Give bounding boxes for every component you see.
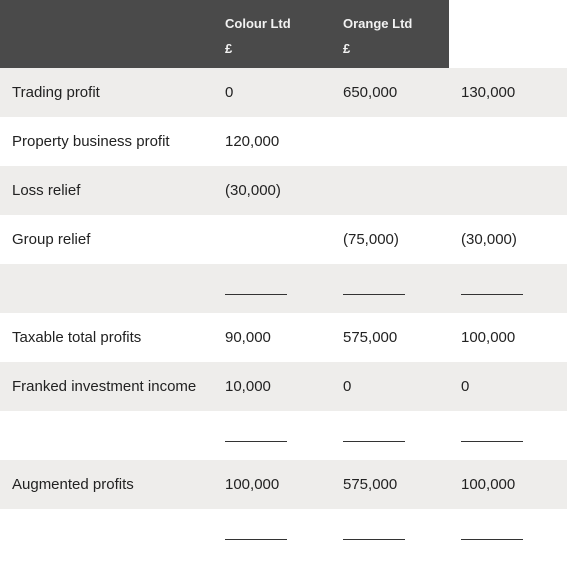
underline [225, 441, 287, 442]
row: Property business profit 120,000 [0, 117, 567, 166]
underline [343, 441, 405, 442]
cell: 100,000 [461, 329, 516, 346]
header-cell [0, 0, 213, 68]
label: Trading profit [0, 68, 213, 117]
label: Franked investment income [0, 362, 213, 411]
cell [213, 509, 331, 558]
row: Loss relief (30,000) [0, 166, 567, 215]
column-name: Colour Ltd [225, 16, 291, 31]
cell: 120,000 [225, 133, 280, 150]
cell [449, 166, 567, 215]
cell: 0 [213, 68, 331, 117]
rule-row [0, 411, 567, 460]
cell [449, 264, 567, 313]
header-cell: Orange Ltd £ [331, 0, 449, 68]
cell: 0 [331, 362, 449, 411]
cell [213, 264, 331, 313]
cell: (30,000) [461, 231, 517, 248]
cell: (75,000) [343, 231, 399, 248]
cell: 100,000 [449, 460, 567, 509]
cell [331, 411, 449, 460]
cell: 90,000 [225, 329, 271, 346]
row: Group relief (75,000) (30,000) [0, 215, 567, 264]
underline [461, 441, 523, 442]
cell [331, 117, 449, 166]
cell [0, 509, 213, 558]
cell [449, 117, 567, 166]
cell: 575,000 [331, 460, 449, 509]
underline [225, 539, 287, 540]
column-unit: £ [225, 41, 233, 56]
cell: 0 [449, 362, 567, 411]
header-row: Colour Ltd £ Orange Ltd £ [0, 0, 567, 68]
cell [449, 411, 567, 460]
cell: 650,000 [331, 68, 449, 117]
column-name: Orange Ltd [343, 16, 413, 31]
underline [343, 294, 405, 295]
cell [331, 264, 449, 313]
cell: 100,000 [213, 460, 331, 509]
header-cell: Colour Ltd £ [213, 0, 331, 68]
rule-row [0, 264, 567, 313]
cell: 10,000 [213, 362, 331, 411]
underline [343, 539, 405, 540]
cell [331, 166, 449, 215]
label: Group relief [12, 231, 91, 248]
label: Augmented profits [0, 460, 213, 509]
cell: (30,000) [213, 166, 331, 215]
cell [213, 411, 331, 460]
cell [0, 264, 213, 313]
column-unit: £ [343, 41, 351, 56]
cell [449, 509, 567, 558]
label: Loss relief [0, 166, 213, 215]
header-cell [449, 0, 567, 68]
rule-row [0, 509, 567, 558]
row: Franked investment income 10,000 0 0 [0, 362, 567, 411]
row: Taxable total profits 90,000 575,000 100… [0, 313, 567, 362]
underline [461, 539, 523, 540]
cell [213, 215, 331, 264]
underline [225, 294, 287, 295]
cell: 575,000 [343, 329, 398, 346]
label: Property business profit [12, 133, 170, 150]
cell [0, 411, 213, 460]
row: Augmented profits 100,000 575,000 100,00… [0, 460, 567, 509]
label: Taxable total profits [12, 329, 142, 346]
underline [461, 294, 523, 295]
cell [331, 509, 449, 558]
row: Trading profit 0 650,000 130,000 [0, 68, 567, 117]
cell: 130,000 [449, 68, 567, 117]
